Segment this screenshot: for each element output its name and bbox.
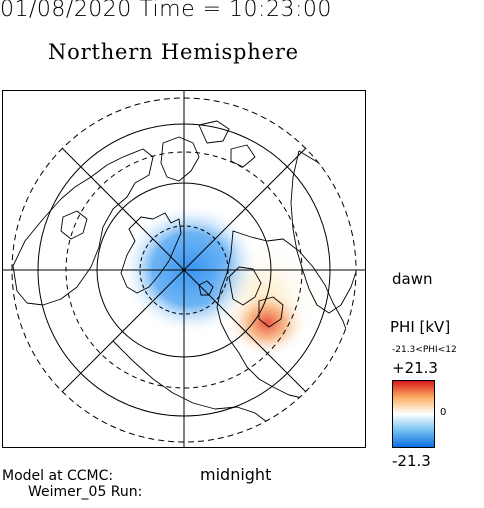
coastline-hudson xyxy=(60,210,88,240)
polar-map xyxy=(2,90,366,448)
midnight-label: midnight xyxy=(200,465,272,484)
coastline-scandinavia xyxy=(228,266,284,328)
colorbar-min-label: -21.3 xyxy=(392,452,431,470)
coastline-iceland xyxy=(198,280,214,296)
meridian-diagonal xyxy=(61,147,307,393)
colorbar-max-label: +21.3 xyxy=(392,359,438,377)
coastlines xyxy=(12,120,356,442)
model-credit-line: Model at CCMC: xyxy=(2,468,114,484)
positive-potential-cell xyxy=(227,289,307,357)
colorbar-gradient xyxy=(392,380,435,448)
colorbar-zero-label: 0 xyxy=(440,407,447,418)
colorbar-title: PHI [kV] xyxy=(390,318,451,336)
timestamp-title: 01/08/2020 Time = 10:23:00 xyxy=(0,0,332,22)
dawn-label: dawn xyxy=(392,270,433,288)
colorbar-range-text: -21.3<PHI<12 xyxy=(392,345,457,355)
run-credit-line: Weimer_05 Run: xyxy=(28,484,143,500)
hemisphere-title: Northern Hemisphere xyxy=(48,40,299,64)
meridian-lines xyxy=(3,91,365,447)
coastline-arctic-islands xyxy=(160,120,256,182)
coastline-north-america xyxy=(12,148,154,306)
coastline-greenland xyxy=(120,212,182,294)
